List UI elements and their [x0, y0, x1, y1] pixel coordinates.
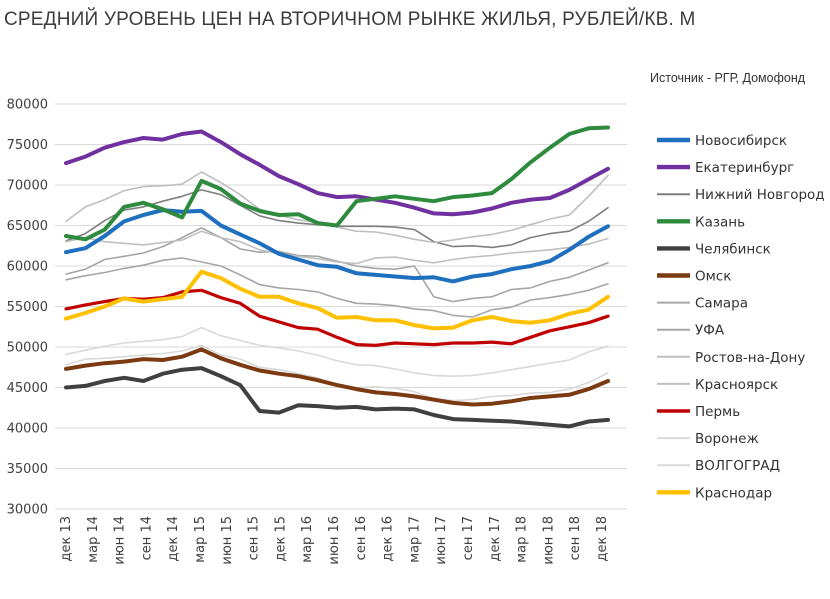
- x-tick-label: мар 16: [300, 516, 315, 563]
- y-tick-label: 55000: [7, 300, 48, 315]
- series-line: [65, 227, 609, 303]
- x-tick-label: сен 17: [461, 516, 476, 560]
- x-tick-label: мар 15: [193, 516, 208, 563]
- chart-title: СРЕДНИЙ УРОВЕНЬ ЦЕН НА ВТОРИЧНОМ РЫНКЕ Ж…: [4, 9, 696, 30]
- legend-label: Ростов-на-Дону: [695, 350, 805, 366]
- y-axis-ticks: 30000 35000 40000 45000 50000 55000 60000 65000…: [7, 98, 48, 518]
- y-tick-label: 60000: [7, 260, 48, 275]
- x-tick-label: июн 16: [327, 516, 342, 565]
- y-tick-label: 35000: [7, 462, 48, 477]
- series-line: [64, 208, 610, 284]
- x-tick-label: сен 15: [247, 516, 262, 560]
- x-tick-label: июн 17: [434, 516, 449, 565]
- series-line: [64, 269, 610, 331]
- series-line: [64, 125, 610, 242]
- y-tick-label: 70000: [7, 179, 48, 194]
- legend-label: Нижний Новгород: [695, 187, 825, 203]
- legend-label: Челябинск: [695, 241, 771, 257]
- series-line: [65, 257, 609, 318]
- x-tick-label: дек 18: [595, 516, 610, 562]
- x-tick-label: июн 14: [113, 516, 128, 565]
- legend-label: Воронеж: [695, 431, 759, 447]
- legend-label: Краснодар: [695, 485, 772, 501]
- x-tick-label: сен 16: [354, 516, 369, 560]
- x-tick-label: июн 18: [541, 516, 556, 565]
- series-lines: [64, 125, 610, 429]
- legend: Новосибирск Екатеринбург Нижний Новгород Ка…: [657, 133, 825, 501]
- x-tick-label: дек 13: [59, 516, 74, 562]
- y-tick-label: 40000: [7, 422, 48, 437]
- series-line: [65, 326, 609, 378]
- x-tick-label: июн 15: [220, 516, 235, 565]
- legend-label: ВОЛГОГРАД: [695, 458, 780, 474]
- legend-label: Омск: [695, 269, 731, 285]
- y-tick-label: 45000: [7, 381, 48, 396]
- x-tick-label: мар 18: [515, 516, 530, 563]
- y-tick-label: 75000: [7, 138, 48, 153]
- y-tick-label: 50000: [7, 341, 48, 356]
- x-tick-label: мар 14: [86, 516, 101, 563]
- x-tick-label: дек 15: [273, 516, 288, 562]
- legend-label: УФА: [695, 323, 725, 339]
- legend-label: Самара: [695, 296, 748, 312]
- grid-lines: [55, 103, 627, 510]
- legend-label: Пермь: [695, 404, 740, 420]
- legend-label: Новосибирск: [695, 133, 787, 149]
- series-line: [65, 171, 609, 244]
- x-tick-label: дек 14: [166, 516, 181, 562]
- series-line: [65, 344, 609, 402]
- y-tick-label: 80000: [7, 98, 48, 113]
- x-tick-label: сен 18: [568, 516, 583, 560]
- series-line: [65, 230, 609, 265]
- x-tick-label: мар 17: [407, 516, 422, 563]
- series-line: [64, 129, 610, 217]
- series-line: [64, 347, 610, 407]
- source-note: Источник - РГР, Домофонд: [650, 71, 806, 85]
- legend-label: Екатеринбург: [695, 160, 794, 176]
- x-tick-label: дек 17: [488, 516, 503, 562]
- y-tick-label: 65000: [7, 219, 48, 234]
- y-tick-label: 30000: [7, 503, 48, 518]
- legend-label: Красноярск: [695, 377, 778, 393]
- series-line: [64, 366, 610, 429]
- legend-label: Казань: [695, 214, 745, 230]
- x-axis-ticks: дек 13 мар 14 июн 14 сен 14 дек 14 мар 15 июн …: [59, 516, 610, 565]
- x-tick-label: сен 14: [139, 516, 154, 560]
- x-tick-label: дек 16: [381, 516, 396, 562]
